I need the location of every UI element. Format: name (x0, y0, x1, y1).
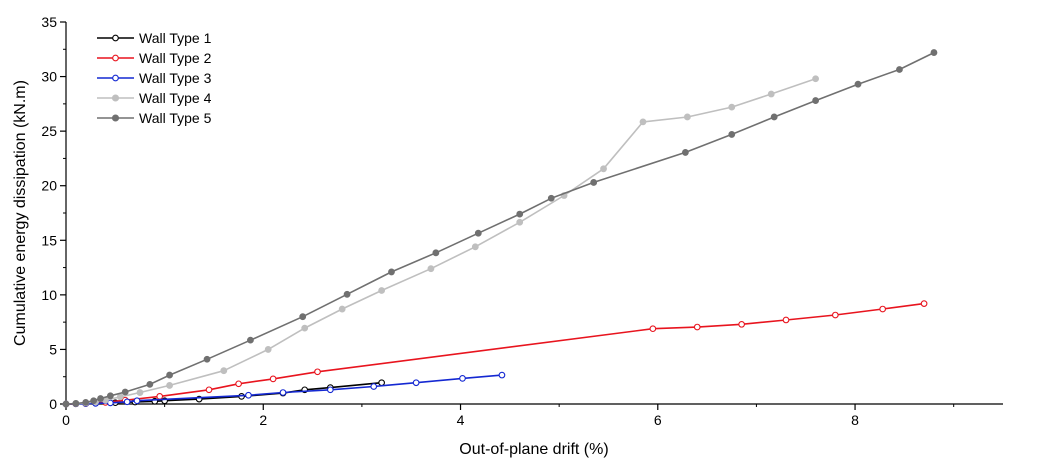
y-tick-label: 35 (41, 14, 57, 30)
legend-label: Wall Type 4 (139, 90, 212, 106)
data-point (738, 320, 745, 328)
data-point (203, 355, 211, 363)
x-tick-label: 0 (62, 412, 70, 428)
legend-marker (112, 74, 119, 82)
data-point (728, 131, 736, 138)
data-point (427, 265, 435, 273)
data-point (121, 388, 129, 396)
data-point (301, 324, 309, 332)
legend-marker (111, 114, 120, 122)
y-tick-label: 20 (41, 178, 57, 194)
data-point (767, 90, 775, 98)
legend-marker (112, 54, 119, 62)
data-point (299, 313, 307, 321)
data-point (166, 371, 173, 379)
data-point (728, 103, 736, 111)
x-tick-label: 6 (654, 412, 662, 428)
y-axis-label: Cumulative energy dissipation (kN.m) (12, 80, 29, 346)
series-2 (62, 300, 928, 408)
data-point (146, 380, 154, 388)
data-point (459, 375, 466, 382)
data-point (412, 379, 420, 387)
data-point (879, 305, 887, 313)
series-5 (62, 49, 938, 408)
data-point (326, 386, 334, 394)
data-point (516, 218, 524, 226)
legend-label: Wall Type 1 (139, 30, 212, 46)
data-point (812, 75, 819, 83)
data-point (133, 397, 141, 405)
x-axis-label: Out-of-plane drift (%) (459, 441, 608, 458)
data-point (854, 80, 862, 88)
data-point (220, 367, 228, 375)
data-point (547, 194, 555, 202)
data-point (600, 165, 607, 173)
data-point (235, 380, 242, 388)
data-point (156, 393, 164, 400)
y-tick-label: 15 (41, 232, 57, 248)
data-point (82, 398, 90, 406)
data-point (782, 316, 790, 324)
data-point (205, 386, 213, 394)
x-tick-label: 2 (259, 412, 267, 428)
data-point (166, 382, 173, 389)
legend-marker (111, 94, 120, 102)
y-tick-label: 25 (41, 123, 57, 139)
data-point (279, 389, 287, 396)
data-point (770, 113, 778, 121)
data-point (693, 323, 701, 331)
data-point (930, 49, 938, 56)
data-point (116, 393, 124, 401)
x-tick-label: 8 (851, 412, 859, 428)
data-point (245, 391, 252, 399)
data-point (107, 399, 114, 407)
data-point (590, 179, 598, 186)
legend-label: Wall Type 5 (139, 110, 212, 126)
data-point (920, 300, 928, 307)
data-point (97, 395, 104, 402)
data-point (264, 346, 272, 353)
data-point (378, 379, 385, 387)
data-point (90, 397, 98, 405)
data-point (343, 290, 351, 298)
y-tick-label: 5 (49, 341, 57, 357)
data-point (812, 97, 819, 104)
data-point (123, 398, 131, 406)
data-point (639, 118, 647, 126)
x-tick-label: 4 (457, 412, 465, 428)
data-point (269, 375, 277, 383)
y-tick-label: 0 (49, 396, 57, 412)
data-point (62, 400, 70, 408)
data-point (378, 287, 386, 294)
data-point (896, 66, 903, 73)
data-point (314, 368, 321, 376)
series-line (65, 302, 925, 405)
data-point (106, 392, 114, 400)
data-point (831, 311, 839, 319)
x-ticks: 0 2 4 6 8 (62, 404, 955, 428)
y-tick-label: 30 (41, 69, 57, 85)
legend-marker (112, 34, 119, 42)
data-point (516, 210, 524, 218)
data-point (498, 371, 506, 379)
data-point (338, 305, 346, 313)
series-group (62, 49, 938, 408)
y-tick-label: 10 (41, 287, 57, 303)
data-point (72, 400, 80, 407)
legend-label: Wall Type 3 (139, 70, 212, 86)
data-point (683, 113, 691, 121)
data-point (136, 389, 144, 396)
data-point (682, 149, 689, 156)
data-point (649, 325, 657, 333)
data-point (247, 336, 254, 344)
data-point (370, 383, 378, 390)
data-point (388, 268, 395, 276)
data-point (471, 243, 479, 251)
legend-label: Wall Type 2 (139, 50, 212, 66)
legend: Wall Type 1 Wall Type 2 Wall Type 3 Wall Ty… (97, 30, 212, 126)
data-point (474, 229, 482, 237)
data-point (432, 249, 440, 257)
y-ticks: 0 5 10 15 20 25 30 35 (41, 14, 66, 412)
